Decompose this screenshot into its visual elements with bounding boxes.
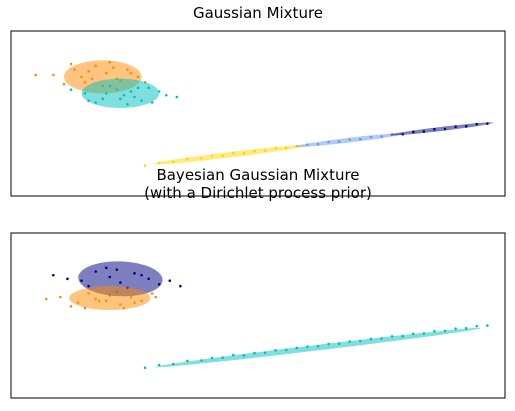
plot-frame: [10, 30, 506, 197]
point: [154, 295, 157, 299]
point: [34, 73, 37, 77]
component-ellipse: [69, 286, 151, 310]
component-ellipse: [389, 122, 494, 136]
component-ellipse: [294, 133, 405, 148]
chart-title: Bayesian Gaussian Mixture: [156, 166, 359, 184]
point: [150, 292, 154, 295]
component-ellipse: [81, 78, 160, 108]
component-ellipse: [152, 145, 308, 165]
point: [157, 363, 161, 367]
point: [62, 82, 66, 86]
point: [454, 327, 457, 331]
point: [486, 324, 489, 327]
point: [164, 93, 168, 97]
point: [69, 62, 73, 66]
point: [175, 95, 179, 99]
point: [44, 297, 48, 301]
point: [59, 295, 62, 299]
plot-frame: [10, 232, 506, 399]
point: [52, 273, 55, 277]
point: [143, 366, 147, 370]
point: [179, 284, 182, 288]
point: [52, 73, 55, 77]
point: [69, 88, 73, 91]
point: [66, 277, 69, 281]
point: [475, 324, 479, 328]
plot-area: [44, 261, 489, 370]
point: [143, 164, 147, 168]
point: [168, 279, 172, 282]
component-ellipse: [154, 327, 482, 368]
chart-title: Gaussian Mixture: [193, 4, 323, 22]
plot-area: [34, 60, 494, 168]
point: [69, 305, 73, 308]
chart-title: (with a Dirichlet process prior): [144, 184, 372, 202]
